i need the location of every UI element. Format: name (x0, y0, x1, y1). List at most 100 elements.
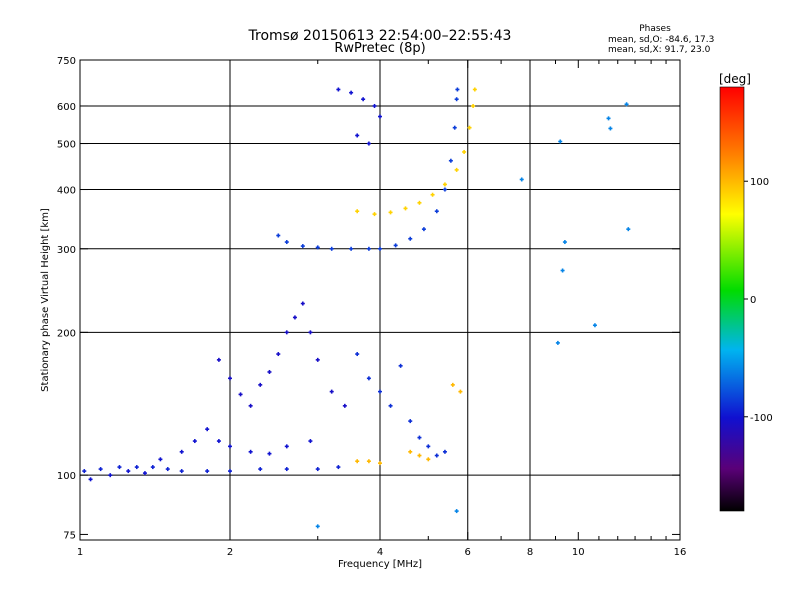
colorbar-tick-label: -100 (750, 413, 773, 424)
y-tick-label: 750 (57, 56, 76, 67)
data-point (442, 187, 447, 192)
data-point (308, 439, 313, 444)
data-point (228, 444, 232, 449)
data-point (179, 469, 184, 474)
x-tick-label: 16 (674, 547, 687, 558)
data-point (142, 471, 147, 476)
data-point (560, 268, 565, 273)
data-point (558, 139, 563, 144)
data-point (88, 477, 93, 482)
data-point (284, 330, 289, 335)
data-point (519, 177, 524, 182)
data-point (315, 524, 320, 529)
data-point (349, 90, 354, 95)
data-point (426, 444, 431, 449)
data-point (408, 236, 413, 241)
y-axis-label: Stationary phase Virtual Height [km] (40, 208, 51, 392)
data-point (555, 340, 560, 345)
phase-stats-heading: Phases (639, 24, 671, 34)
data-point (417, 200, 422, 205)
data-point (372, 212, 377, 217)
data-point (434, 209, 439, 214)
y-tick-label: 100 (57, 471, 76, 482)
data-point (458, 389, 463, 394)
data-point (267, 451, 272, 456)
phase-stats-o: mean, sd,O: -84.6, 17.3 (608, 35, 714, 45)
y-tick-label: 600 (57, 102, 76, 113)
y-tick-label: 75 (63, 530, 76, 541)
data-point (349, 246, 354, 251)
data-point (378, 461, 382, 466)
data-point (454, 167, 459, 172)
data-point (216, 439, 221, 444)
chart-title: Tromsø 20150613 22:54:00–22:55:43 (248, 28, 512, 44)
data-point (454, 97, 459, 102)
data-point (361, 97, 366, 102)
data-point (426, 457, 431, 462)
data-point (248, 403, 253, 408)
data-point (388, 403, 393, 408)
data-point (258, 382, 263, 387)
data-point (366, 376, 371, 381)
data-point (462, 149, 467, 154)
phase-stats-x: mean, sd,X: 91.7, 23.0 (608, 45, 711, 55)
data-point (467, 125, 472, 130)
data-point (117, 465, 122, 470)
data-point (248, 449, 253, 454)
chart-subtitle: RwPretec (8p) (334, 41, 425, 56)
colorbar-tick-label: 0 (750, 295, 756, 306)
data-point (276, 352, 281, 357)
data-point (228, 469, 232, 474)
data-point (442, 449, 447, 454)
x-tick-label: 4 (377, 547, 383, 558)
data-point (82, 469, 87, 474)
x-tick-label: 8 (527, 547, 533, 558)
data-point (308, 330, 313, 335)
data-point (205, 469, 210, 474)
colorbar (719, 86, 745, 512)
x-tick-label: 10 (572, 547, 585, 558)
data-point (292, 315, 297, 320)
data-point (403, 206, 408, 211)
data-point (378, 246, 382, 251)
data-points (82, 87, 631, 529)
plot-frame (79, 59, 681, 541)
data-point (228, 376, 232, 381)
colorbar-ticks: 100 0 -100 (744, 177, 773, 424)
data-point (315, 357, 320, 362)
x-tick-label: 6 (465, 547, 471, 558)
data-point (372, 103, 377, 108)
data-point (366, 141, 371, 146)
data-point (300, 301, 305, 306)
data-point (329, 389, 334, 394)
data-point (158, 457, 163, 462)
data-point (205, 427, 210, 432)
data-point (315, 467, 320, 472)
data-point (342, 403, 347, 408)
axes: 1 2 4 6 8 10 16 75 100 200 300 400 500 600 750 (57, 56, 686, 558)
data-point (284, 444, 289, 449)
x-tick-label: 2 (227, 547, 233, 558)
data-point (267, 369, 272, 374)
data-point (355, 459, 360, 464)
data-point (472, 87, 477, 92)
x-axis-label: Frequency [MHz] (338, 559, 422, 570)
data-point (417, 453, 422, 458)
data-point (336, 465, 341, 470)
data-point (393, 243, 398, 248)
data-point (284, 240, 289, 245)
data-point (626, 227, 631, 232)
data-point (455, 87, 460, 92)
data-point (592, 323, 597, 328)
data-point (378, 389, 382, 394)
data-point (192, 439, 197, 444)
data-point (442, 182, 447, 187)
data-point (134, 465, 139, 470)
data-point (408, 449, 413, 454)
data-point (300, 244, 305, 249)
data-point (378, 114, 382, 119)
data-point (417, 435, 422, 440)
y-tick-label: 200 (57, 328, 76, 339)
data-point (276, 233, 281, 238)
data-point (355, 209, 360, 214)
